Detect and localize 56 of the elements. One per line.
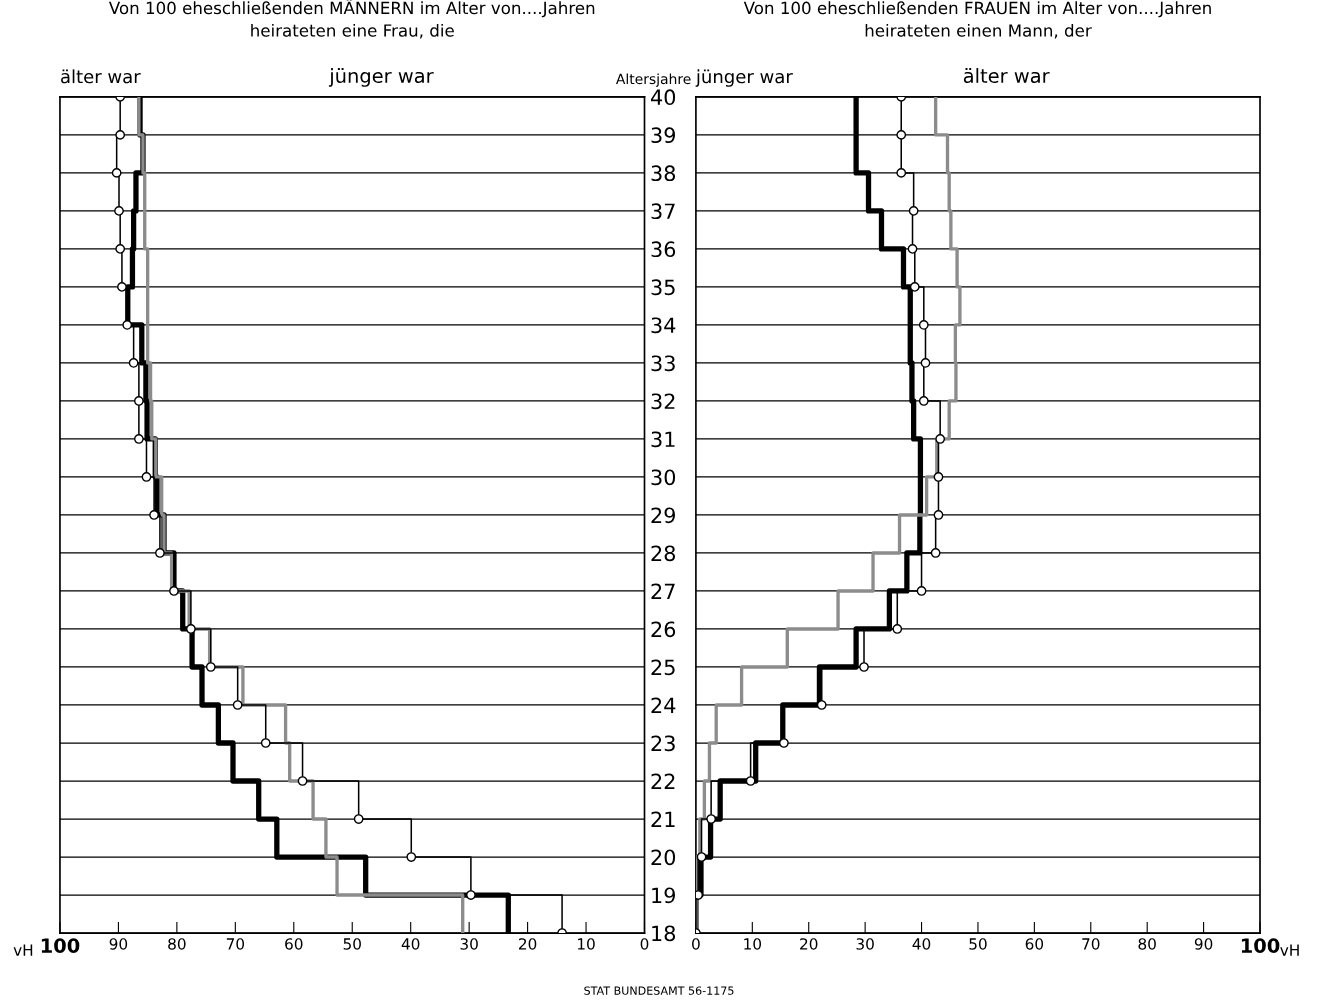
x-tick-label: 20 (518, 938, 537, 950)
x-tick-label: 90 (109, 938, 128, 950)
x-tick-label: 50 (969, 938, 987, 950)
text: älter war (963, 68, 1050, 84)
y-tick-label: 37 (651, 203, 675, 220)
x-tick-label: 80 (168, 938, 186, 950)
y-tick-label: 24 (651, 697, 676, 713)
y-tick-label: 22 (651, 773, 675, 789)
x-tick-label: 0 (692, 938, 700, 950)
x-tick-label: 40 (912, 938, 931, 950)
y-tick-label: 40 (650, 89, 676, 106)
y-tick-label: 20 (651, 849, 676, 866)
x-tick-label: 70 (226, 938, 245, 950)
y-axis-title: Altersjahre (616, 73, 691, 87)
x-tick-label: 70 (1082, 938, 1100, 950)
chart-subtitle: heirateten eine Frau, die (251, 23, 454, 39)
y-tick-label: 29 (651, 507, 675, 524)
y-tick-label: 27 (651, 583, 675, 599)
x-tick-label: 60 (285, 938, 303, 950)
y-tick-label: 26 (651, 621, 676, 638)
y-tick-label: 34 (651, 317, 676, 334)
text: jünger war (695, 69, 793, 87)
text: jünger war (328, 68, 434, 87)
x-axis-title: vH (13, 944, 33, 956)
x-axis-title: vH (1280, 944, 1299, 956)
chart-subtitle: heirateten einen Mann, der (865, 23, 1092, 39)
x-tick-label: 10 (744, 938, 762, 950)
y-tick-label: 31 (651, 431, 675, 448)
y-tick-label: 39 (651, 127, 675, 144)
x-tick-label: 40 (401, 938, 420, 950)
x-tick-label: 50 (343, 938, 361, 950)
x-tick-label: 20 (800, 938, 818, 950)
y-tick-label: 36 (651, 241, 676, 258)
y-tick-label: 19 (652, 887, 675, 904)
y-tick-label: 21 (651, 811, 675, 827)
x-tick-label: 90 (1194, 938, 1213, 950)
y-tick-label: 23 (651, 735, 675, 752)
text: älter war (61, 69, 141, 84)
chart-title: Von 100 eheschließenden FRAUEN im Alter von....Jahren (743, 1, 1211, 18)
y-tick-label: 32 (651, 393, 675, 410)
y-tick-label: 25 (651, 659, 675, 676)
x-tick-label: 10 (578, 938, 595, 950)
x-tick-label: 100 (1241, 938, 1280, 953)
x-tick-label: 60 (1025, 938, 1044, 950)
x-tick-label: 0 (640, 938, 649, 950)
text: STAT BUNDESAMT 56-1175 (584, 986, 734, 995)
x-tick-label: 30 (460, 938, 478, 950)
y-tick-label: 30 (651, 469, 676, 486)
x-tick-label: 100 (41, 938, 80, 953)
y-tick-label: 28 (651, 545, 676, 562)
y-tick-label: 18 (652, 925, 676, 942)
y-tick-label: 33 (651, 355, 675, 372)
x-tick-label: 80 (1138, 938, 1156, 950)
x-tick-label: 30 (856, 938, 874, 950)
y-tick-label: 38 (651, 165, 676, 182)
y-tick-label: 35 (651, 279, 675, 296)
